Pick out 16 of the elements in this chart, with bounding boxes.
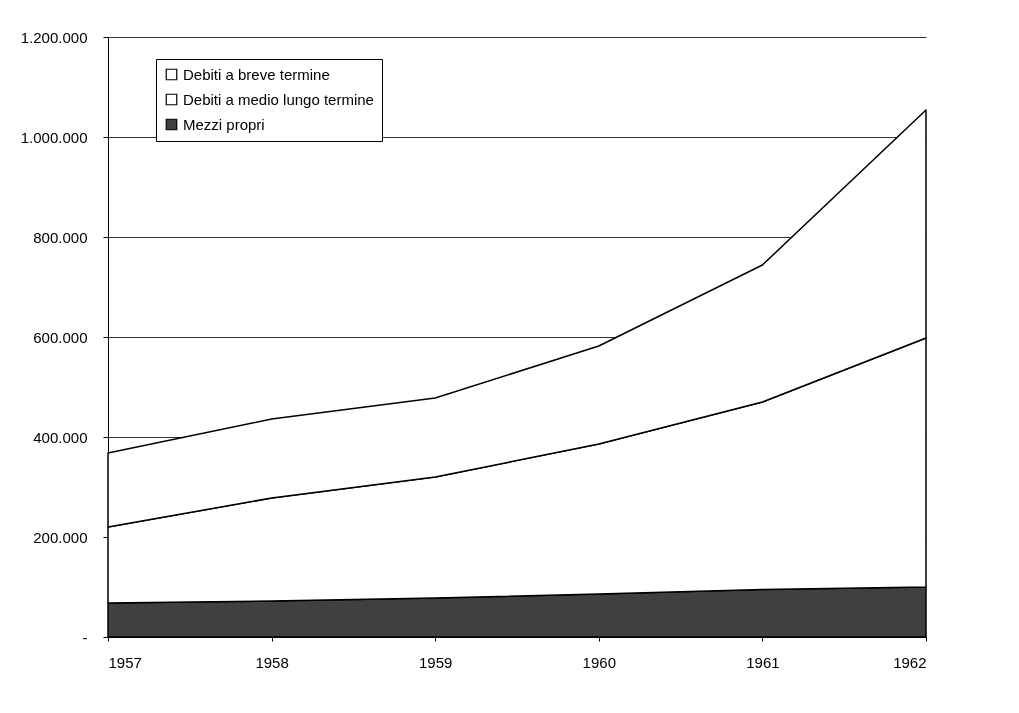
- legend-label: Debiti a medio lungo termine: [183, 90, 374, 108]
- y-tick-label: 1.200.000: [20, 28, 88, 46]
- x-tick-label: 1957: [108, 653, 142, 671]
- x-tick-label: 1958: [255, 653, 289, 671]
- y-tick-label: 1.000.000: [20, 128, 88, 146]
- y-tick-label: 400.000: [33, 428, 88, 446]
- x-tick-label: 1959: [419, 653, 453, 671]
- x-tick-label: 1961: [746, 653, 780, 671]
- legend-label: Debiti a breve termine: [183, 65, 330, 83]
- x-tick-label: 1962: [893, 653, 927, 671]
- y-tick-label: 600.000: [33, 328, 88, 346]
- y-tick-label: -: [82, 628, 88, 646]
- y-tick-label: 800.000: [33, 228, 88, 246]
- y-tick-label: 200.000: [33, 528, 88, 546]
- x-tick-label: 1960: [582, 653, 616, 671]
- legend-label: Mezzi propri: [183, 115, 265, 133]
